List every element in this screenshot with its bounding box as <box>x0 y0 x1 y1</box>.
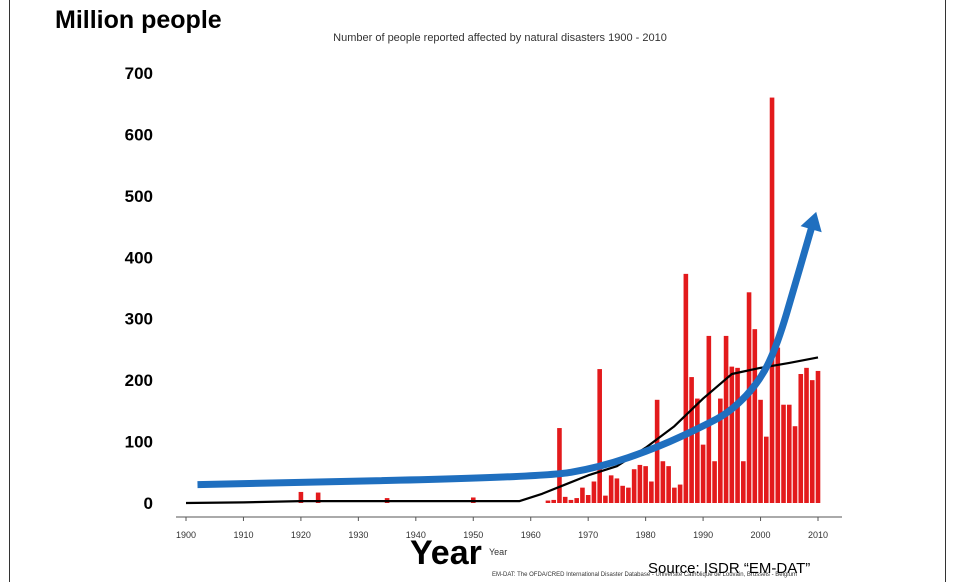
bar <box>626 487 631 503</box>
bar <box>677 484 683 503</box>
x-axis-small-title: Year <box>489 547 508 557</box>
bar <box>741 461 746 503</box>
chart-title: Number of people reported affected by na… <box>333 32 667 44</box>
bar <box>574 498 579 503</box>
y-tick-label: 300 <box>125 310 153 329</box>
x-axis-title: Year <box>410 534 482 572</box>
y-tick-label: 600 <box>125 125 153 144</box>
bar <box>557 428 562 503</box>
bar <box>649 481 654 503</box>
bar <box>631 469 637 503</box>
source-note: Source: ISDR “EM-DAT” <box>648 560 811 577</box>
bar <box>792 426 798 503</box>
bar <box>786 404 792 503</box>
bar <box>718 398 723 503</box>
y-axis-title: Million people <box>55 6 222 34</box>
bar <box>620 485 625 503</box>
bar <box>763 436 769 503</box>
bar <box>798 374 804 503</box>
bar <box>712 461 717 503</box>
x-tick-label: 1900 <box>176 530 196 540</box>
bar <box>315 492 321 503</box>
bar <box>603 495 608 503</box>
bar <box>591 481 597 503</box>
bar <box>568 499 574 503</box>
bar <box>654 399 660 503</box>
bar <box>758 399 763 503</box>
x-tick-label: 1960 <box>521 530 541 540</box>
bar <box>769 97 775 504</box>
bar <box>809 380 815 503</box>
x-tick-label: 1910 <box>233 530 253 540</box>
x-tick-label: 1970 <box>578 530 598 540</box>
bar <box>580 487 585 503</box>
x-tick-label: 1980 <box>636 530 656 540</box>
y-tick-label: 400 <box>125 248 153 267</box>
x-tick-label: 1920 <box>291 530 311 540</box>
bar <box>672 487 677 503</box>
x-tick-label: 1990 <box>693 530 713 540</box>
bar <box>775 347 781 503</box>
x-tick-label: 2000 <box>751 530 771 540</box>
footnote: EM-DAT: The OFDA/CRED International Disa… <box>492 572 797 578</box>
bar <box>746 292 752 503</box>
y-tick-label: 700 <box>125 64 153 83</box>
y-tick-label: 100 <box>125 433 153 452</box>
x-tick-label: 1950 <box>463 530 483 540</box>
bar <box>752 329 758 503</box>
bar <box>545 500 551 503</box>
bar <box>551 499 557 503</box>
bar <box>562 496 568 503</box>
bar <box>585 495 591 503</box>
x-tick-label: 1930 <box>348 530 368 540</box>
x-tick-label: 2010 <box>808 530 828 540</box>
y-tick-label: 200 <box>125 371 153 390</box>
trend-line <box>185 356 819 505</box>
growth-arrow-head <box>800 211 822 233</box>
bar <box>614 478 620 503</box>
slide-frame-left <box>9 0 10 582</box>
slide-frame-right <box>945 0 946 582</box>
bar <box>608 475 614 503</box>
y-tick-label: 500 <box>125 187 153 206</box>
y-tick-label: 0 <box>144 494 153 513</box>
bar <box>660 461 666 503</box>
bar <box>723 335 729 503</box>
bar <box>781 404 786 503</box>
bar <box>637 464 643 503</box>
bar <box>683 273 689 503</box>
bar <box>695 398 700 503</box>
bar <box>643 466 648 503</box>
bar <box>597 369 602 503</box>
bar <box>689 377 694 503</box>
bar <box>804 367 809 503</box>
bar <box>298 491 304 503</box>
bar <box>815 370 821 503</box>
bar <box>666 466 671 503</box>
bar <box>700 444 706 503</box>
x-tick-label: 1940 <box>406 530 426 540</box>
bar <box>729 366 735 503</box>
bar <box>735 367 740 503</box>
growth-arrow-curve <box>197 224 816 489</box>
